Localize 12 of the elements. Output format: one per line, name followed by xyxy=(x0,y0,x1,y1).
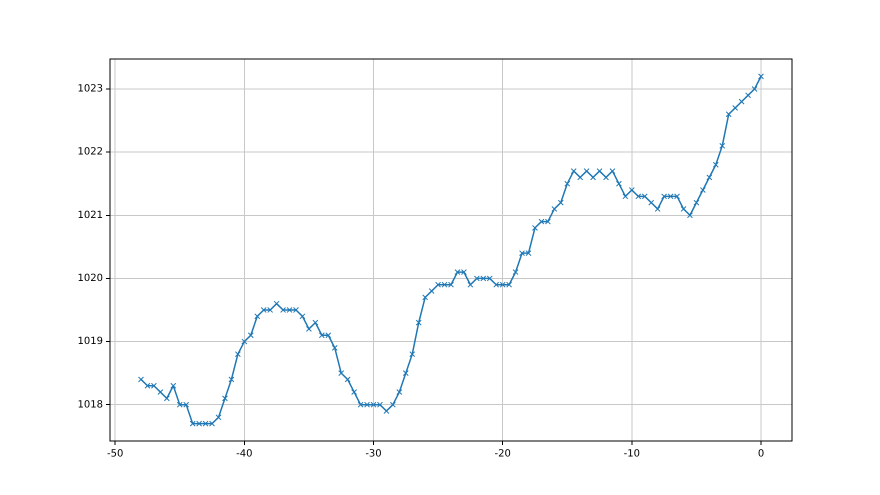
x-tick-label: -50 xyxy=(106,448,124,460)
x-tick-label: 0 xyxy=(758,448,764,460)
y-tick-label: 1019 xyxy=(78,336,103,348)
y-tick-label: 1021 xyxy=(78,210,103,221)
x-tick-label: -40 xyxy=(236,448,253,460)
y-tick-label: 1020 xyxy=(78,273,103,284)
x-tick-label: -10 xyxy=(624,448,640,460)
y-tick-label: 1018 xyxy=(78,399,103,410)
x-tick-label: -20 xyxy=(494,448,511,460)
y-tick-label: 1023 xyxy=(78,84,103,95)
x-tick-label: -30 xyxy=(365,448,382,460)
y-tick-label: 1022 xyxy=(78,146,103,158)
